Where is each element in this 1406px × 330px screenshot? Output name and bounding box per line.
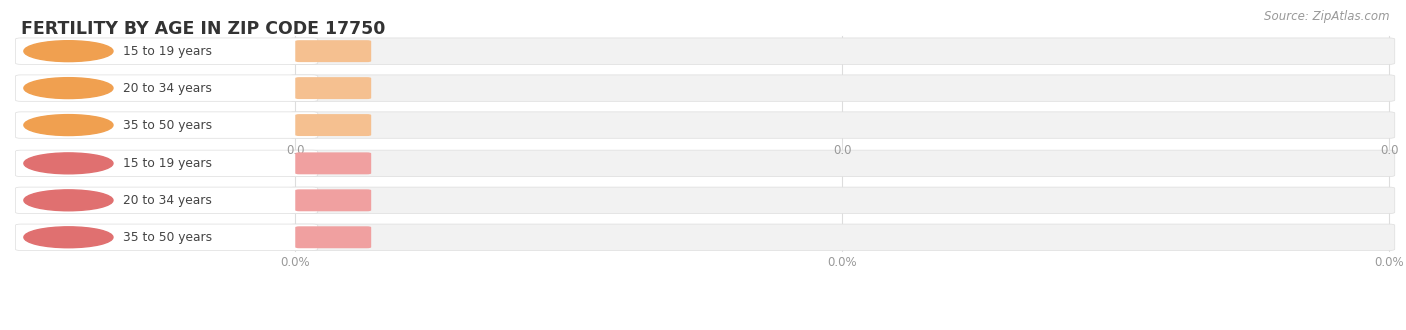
Circle shape <box>24 78 112 99</box>
FancyBboxPatch shape <box>15 187 318 214</box>
FancyBboxPatch shape <box>15 38 318 64</box>
Text: 0.0%: 0.0% <box>318 195 349 205</box>
Text: Source: ZipAtlas.com: Source: ZipAtlas.com <box>1264 10 1389 23</box>
Circle shape <box>24 227 112 248</box>
Circle shape <box>24 190 112 211</box>
Text: 0.0: 0.0 <box>832 144 852 157</box>
Text: 0.0%: 0.0% <box>827 256 858 269</box>
FancyBboxPatch shape <box>15 112 318 138</box>
FancyBboxPatch shape <box>290 75 1395 101</box>
FancyBboxPatch shape <box>290 150 1395 177</box>
Text: 0.0: 0.0 <box>323 83 343 93</box>
Text: 15 to 19 years: 15 to 19 years <box>122 45 212 58</box>
Text: 0.0: 0.0 <box>285 144 305 157</box>
Circle shape <box>24 153 112 174</box>
Text: 20 to 34 years: 20 to 34 years <box>122 82 212 95</box>
FancyBboxPatch shape <box>295 40 371 62</box>
Text: 0.0%: 0.0% <box>318 232 349 242</box>
Text: 15 to 19 years: 15 to 19 years <box>122 157 212 170</box>
FancyBboxPatch shape <box>290 187 1395 214</box>
FancyBboxPatch shape <box>15 224 318 250</box>
Text: FERTILITY BY AGE IN ZIP CODE 17750: FERTILITY BY AGE IN ZIP CODE 17750 <box>21 20 385 38</box>
FancyBboxPatch shape <box>290 38 1395 64</box>
Circle shape <box>24 115 112 136</box>
FancyBboxPatch shape <box>290 224 1395 250</box>
FancyBboxPatch shape <box>15 150 318 177</box>
FancyBboxPatch shape <box>295 152 371 174</box>
FancyBboxPatch shape <box>295 77 371 99</box>
FancyBboxPatch shape <box>295 189 371 211</box>
FancyBboxPatch shape <box>290 112 1395 138</box>
FancyBboxPatch shape <box>295 114 371 136</box>
Text: 0.0%: 0.0% <box>1374 256 1405 269</box>
Text: 0.0%: 0.0% <box>280 256 311 269</box>
Text: 0.0: 0.0 <box>323 46 343 56</box>
Text: 0.0%: 0.0% <box>318 158 349 168</box>
Text: 35 to 50 years: 35 to 50 years <box>122 231 212 244</box>
FancyBboxPatch shape <box>15 75 318 101</box>
FancyBboxPatch shape <box>295 226 371 248</box>
Text: 0.0: 0.0 <box>1379 144 1399 157</box>
Text: 20 to 34 years: 20 to 34 years <box>122 194 212 207</box>
Circle shape <box>24 41 112 62</box>
Text: 0.0: 0.0 <box>323 120 343 130</box>
Text: 35 to 50 years: 35 to 50 years <box>122 118 212 132</box>
